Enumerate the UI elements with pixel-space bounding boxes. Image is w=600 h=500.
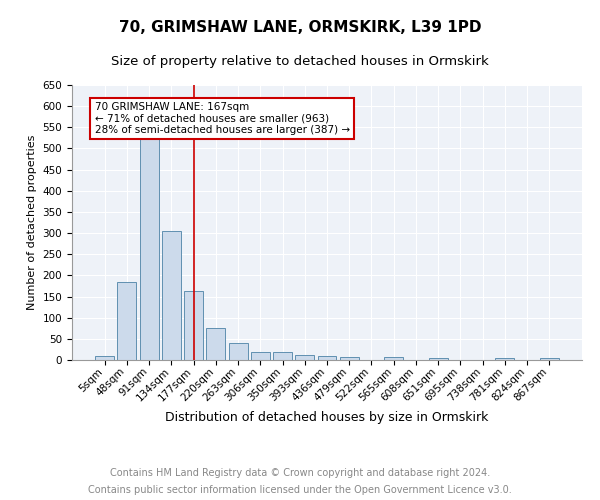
Bar [540, 358, 559, 360]
Bar [162, 231, 181, 360]
Text: Size of property relative to detached houses in Ormskirk: Size of property relative to detached ho… [111, 55, 489, 68]
Bar [317, 356, 337, 360]
X-axis label: Distribution of detached houses by size in Ormskirk: Distribution of detached houses by size … [166, 412, 488, 424]
Bar [273, 352, 292, 360]
Bar [184, 291, 203, 360]
Bar [429, 358, 448, 360]
Bar [140, 136, 158, 360]
Bar [95, 356, 114, 360]
Y-axis label: Number of detached properties: Number of detached properties [27, 135, 37, 310]
Bar [295, 354, 314, 360]
Bar [206, 328, 225, 360]
Text: Contains public sector information licensed under the Open Government Licence v3: Contains public sector information licen… [88, 485, 512, 495]
Bar [229, 343, 248, 360]
Bar [340, 356, 359, 360]
Bar [384, 357, 403, 360]
Text: 70, GRIMSHAW LANE, ORMSKIRK, L39 1PD: 70, GRIMSHAW LANE, ORMSKIRK, L39 1PD [119, 20, 481, 35]
Text: Contains HM Land Registry data © Crown copyright and database right 2024.: Contains HM Land Registry data © Crown c… [110, 468, 490, 477]
Text: 70 GRIMSHAW LANE: 167sqm
← 71% of detached houses are smaller (963)
28% of semi-: 70 GRIMSHAW LANE: 167sqm ← 71% of detach… [95, 102, 350, 135]
Bar [496, 358, 514, 360]
Bar [118, 282, 136, 360]
Bar [251, 352, 270, 360]
